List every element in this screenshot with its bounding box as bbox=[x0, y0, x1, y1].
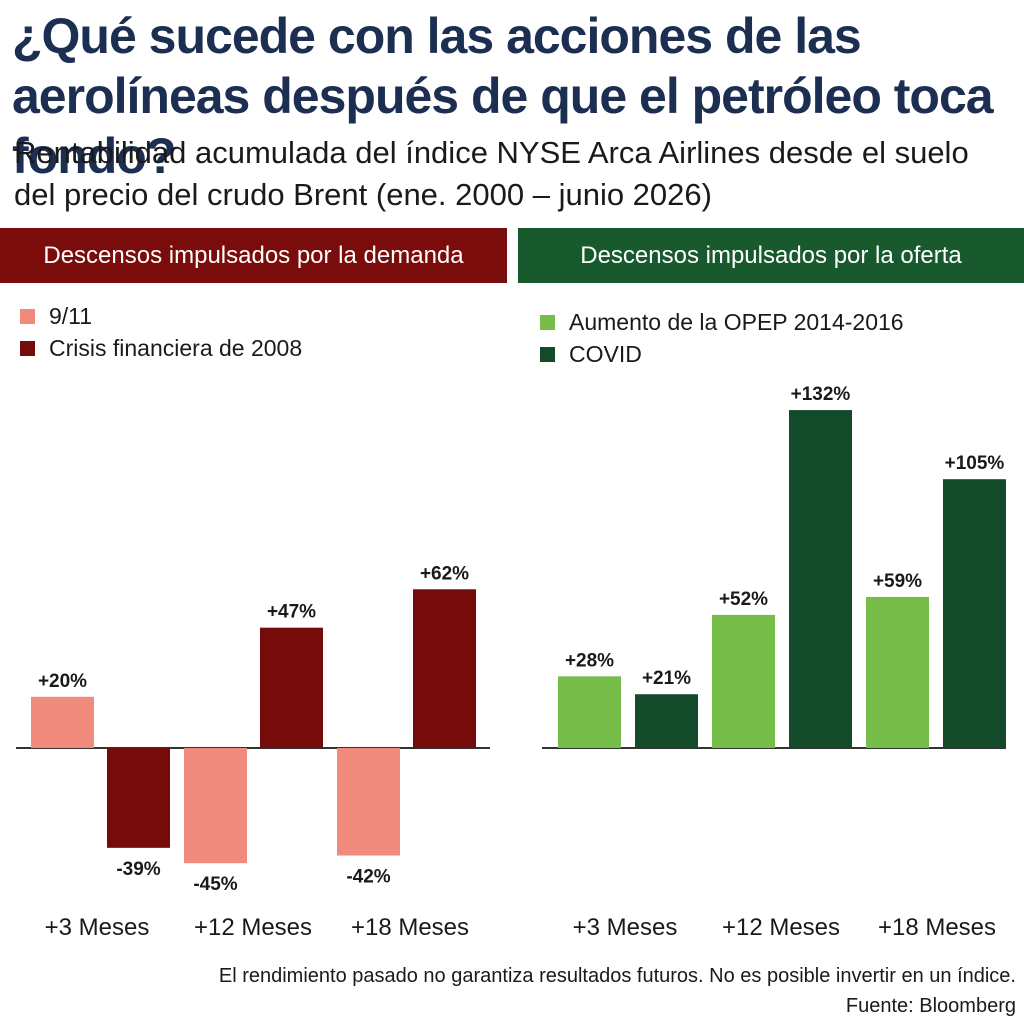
supply-bar-s1-c2 bbox=[943, 479, 1006, 748]
demand-data-label-s1-c0: -39% bbox=[116, 859, 160, 880]
supply-data-label-s0-c0: +28% bbox=[565, 650, 614, 671]
legend-swatch-covid bbox=[540, 346, 555, 362]
demand-bar-s0-c0 bbox=[31, 696, 94, 748]
supply-bar-s0-c0 bbox=[558, 676, 621, 748]
supply-panel-header: Descensos impulsados por la oferta bbox=[518, 228, 1024, 283]
demand-panel-header: Descensos impulsados por la demanda bbox=[0, 228, 507, 283]
demand-data-label-s0-c2: -42% bbox=[346, 867, 390, 888]
demand-category-label-1: +12 Meses bbox=[194, 914, 312, 941]
legend-label-opep: Aumento de la OPEP 2014-2016 bbox=[569, 309, 904, 335]
demand-bar-s1-c2 bbox=[413, 589, 476, 748]
supply-bar-s0-c1 bbox=[712, 614, 775, 748]
legend-swatch-crisis-2008 bbox=[20, 340, 35, 356]
legend-item-crisis-2008: Crisis financiera de 2008 bbox=[20, 332, 302, 364]
legend-item-opep: Aumento de la OPEP 2014-2016 bbox=[540, 306, 904, 338]
demand-bar-s0-c2 bbox=[337, 748, 400, 856]
supply-data-label-s0-c1: +52% bbox=[719, 589, 768, 610]
legend-swatch-opep bbox=[540, 314, 555, 330]
supply-data-label-s1-c2: +105% bbox=[945, 453, 1005, 474]
supply-data-label-s1-c0: +21% bbox=[642, 668, 691, 689]
legend-label-covid: COVID bbox=[569, 341, 642, 367]
supply-data-label-s1-c1: +132% bbox=[791, 384, 851, 405]
legend-item-nine-eleven: 9/11 bbox=[20, 300, 302, 332]
demand-data-label-s1-c1: +47% bbox=[267, 602, 316, 623]
source-note: Fuente: Bloomberg bbox=[845, 995, 1016, 1017]
demand-category-label-0: +3 Meses bbox=[45, 914, 150, 941]
supply-data-label-s0-c2: +59% bbox=[873, 571, 922, 592]
demand-bar-s1-c0 bbox=[107, 748, 170, 848]
demand-data-label-s1-c2: +62% bbox=[420, 563, 469, 584]
chart-title: ¿Qué sucede con las acciones de las aero… bbox=[12, 8, 994, 184]
supply-category-label-2: +18 Meses bbox=[878, 914, 996, 941]
legend-swatch-nine-eleven bbox=[20, 308, 35, 324]
supply-bar-s0-c2 bbox=[866, 596, 929, 748]
demand-legend: 9/11 Crisis financiera de 2008 bbox=[20, 300, 302, 364]
demand-data-label-s0-c0: +20% bbox=[38, 671, 87, 692]
footnote: El rendimiento pasado no garantiza resul… bbox=[218, 965, 1016, 987]
supply-bar-s1-c1 bbox=[789, 410, 852, 748]
legend-item-covid: COVID bbox=[540, 338, 904, 370]
demand-category-label-2: +18 Meses bbox=[351, 914, 469, 941]
supply-legend: Aumento de la OPEP 2014-2016 COVID bbox=[540, 306, 904, 370]
demand-data-label-s0-c1: -45% bbox=[193, 874, 237, 895]
legend-label-crisis-2008: Crisis financiera de 2008 bbox=[49, 335, 303, 361]
supply-category-label-1: +12 Meses bbox=[722, 914, 840, 941]
demand-bar-s1-c1 bbox=[260, 627, 323, 748]
supply-bar-s1-c0 bbox=[635, 694, 698, 748]
supply-category-label-0: +3 Meses bbox=[573, 914, 678, 941]
legend-label-nine-eleven: 9/11 bbox=[49, 303, 93, 329]
demand-bar-s0-c1 bbox=[184, 748, 247, 864]
chart-subtitle: Rentabilidad acumulada del índice NYSE A… bbox=[14, 135, 969, 212]
